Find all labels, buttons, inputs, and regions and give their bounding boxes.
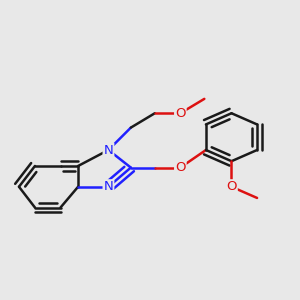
Text: O: O [226, 180, 237, 193]
Text: N: N [103, 180, 113, 193]
Text: O: O [175, 161, 186, 174]
Text: O: O [175, 107, 186, 120]
Text: N: N [103, 143, 113, 157]
